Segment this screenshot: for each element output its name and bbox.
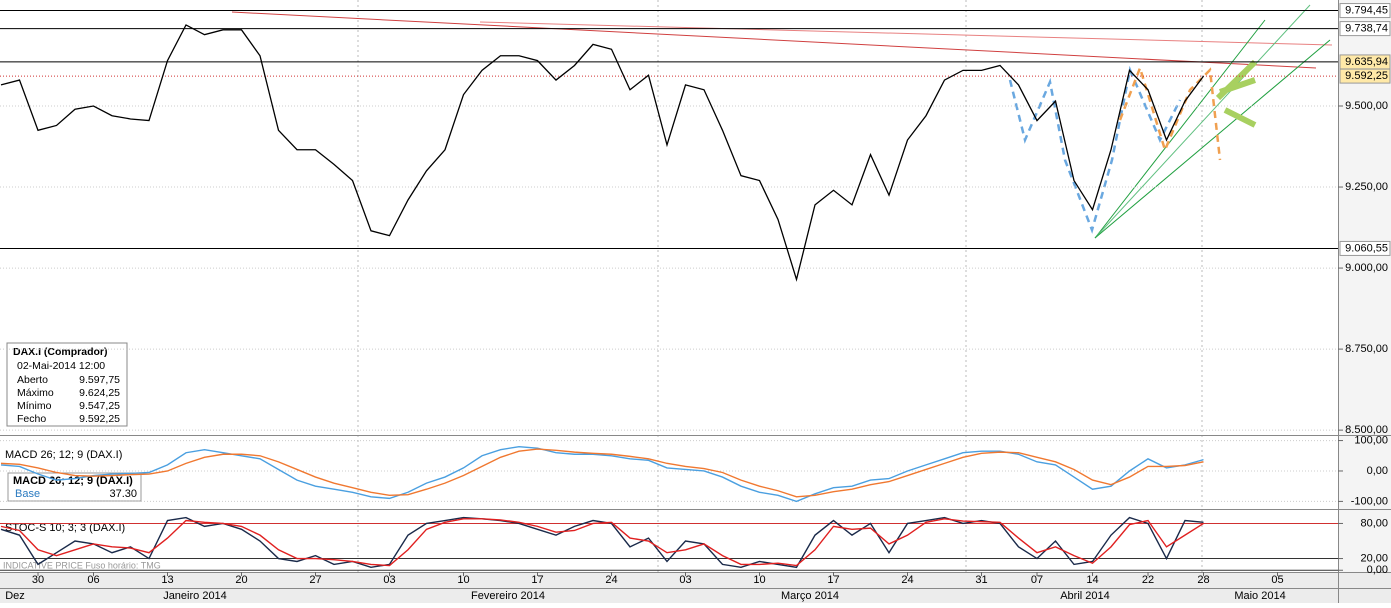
x-tick-label: 20 bbox=[235, 574, 247, 586]
info-value: 9.597,75 bbox=[79, 374, 120, 386]
x-tick-label: 03 bbox=[383, 574, 395, 586]
x-tick-label: 17 bbox=[531, 574, 543, 586]
level-label: 9.635,94 bbox=[1345, 56, 1388, 68]
info-value: 9.592,25 bbox=[79, 413, 120, 425]
y-tick-label: -100,00 bbox=[1351, 495, 1388, 507]
axis-bg bbox=[1338, 0, 1391, 572]
info-box: DAX.I (Comprador) 02-Mai-2014 12:00 Aber… bbox=[6, 342, 128, 427]
series-line bbox=[0, 448, 1204, 498]
month-dividers bbox=[357, 0, 1203, 572]
level-label: 9.060,55 bbox=[1345, 242, 1388, 254]
info-label: Máximo bbox=[17, 387, 54, 399]
month-label: Fevereiro 2014 bbox=[471, 590, 545, 602]
y-tick-label: 9.250,00 bbox=[1345, 181, 1388, 193]
level-label-box bbox=[1339, 240, 1391, 256]
macd-title: MACD 26; 12; 9 (DAX.I) bbox=[5, 449, 122, 461]
x-tick-label: 31 bbox=[975, 574, 987, 586]
macd-legend-title: MACD 26; 12; 9 (DAX.I) bbox=[13, 475, 133, 487]
level-label: 9.794,45 bbox=[1345, 4, 1388, 16]
info-title: DAX.I (Comprador) bbox=[13, 346, 108, 358]
date-axis-bg bbox=[0, 572, 1391, 603]
stoch-title: STOC-S 10; 3; 3 (DAX.I) bbox=[5, 522, 125, 534]
x-tick-label: 03 bbox=[679, 574, 691, 586]
series-line bbox=[0, 516, 1204, 569]
x-tick-label: 24 bbox=[901, 574, 913, 586]
y-tick-label: 0,00 bbox=[1367, 564, 1388, 576]
month-label: Dez bbox=[5, 590, 25, 602]
macd-legend-box bbox=[7, 472, 142, 502]
x-tick-label: 14 bbox=[1086, 574, 1098, 586]
macd-legend-name: Base bbox=[15, 488, 40, 500]
y-tick-label: 9.000,00 bbox=[1345, 262, 1388, 274]
y-tick-label: 0,00 bbox=[1367, 465, 1388, 477]
info-value: 9.624,25 bbox=[79, 387, 120, 399]
footer: INDICATIVE PRICE Fuso horário: TMG bbox=[3, 560, 161, 570]
level-label-box bbox=[1339, 3, 1391, 19]
month-label: Maio 2014 bbox=[1234, 590, 1285, 602]
level-label-box bbox=[1339, 68, 1391, 84]
macd-legend-value: 37.30 bbox=[109, 488, 137, 500]
month-label: Abril 2014 bbox=[1060, 590, 1110, 602]
x-tick-label: 10 bbox=[753, 574, 765, 586]
x-tick-label: 13 bbox=[161, 574, 173, 586]
y-tick-label: 9.500,00 bbox=[1345, 100, 1388, 112]
series-line bbox=[0, 24, 1205, 282]
x-tick-label: 07 bbox=[1031, 574, 1043, 586]
month-label: Janeiro 2014 bbox=[163, 590, 227, 602]
x-tick-label: 22 bbox=[1142, 574, 1154, 586]
y-tick-label: 80,00 bbox=[1360, 517, 1388, 529]
info-value: 9.547,25 bbox=[79, 400, 120, 412]
drawings bbox=[231, 4, 1333, 239]
x-tick-label: 24 bbox=[605, 574, 617, 586]
x-tick-label: 10 bbox=[457, 574, 469, 586]
level-label: 9.592,25 bbox=[1345, 70, 1388, 82]
x-tick-label: 28 bbox=[1197, 574, 1209, 586]
x-tick-label: 06 bbox=[87, 574, 99, 586]
x-tick-label: 05 bbox=[1271, 574, 1283, 586]
y-tick-label: 100,00 bbox=[1354, 434, 1388, 446]
level-label: 9.738,74 bbox=[1345, 23, 1388, 35]
y-tick-label: 8.750,00 bbox=[1345, 343, 1388, 355]
y-tick-label: 20,00 bbox=[1360, 552, 1388, 564]
month-label: Março 2014 bbox=[781, 590, 839, 602]
series-line bbox=[0, 518, 1204, 567]
y-tick-label: 8.500,00 bbox=[1345, 424, 1388, 436]
info-label: Fecho bbox=[17, 413, 46, 425]
info-label: Mínimo bbox=[17, 400, 52, 412]
info-label: Aberto bbox=[17, 374, 48, 386]
x-tick-label: 17 bbox=[827, 574, 839, 586]
level-label-box bbox=[1339, 21, 1391, 37]
x-tick-label: 27 bbox=[309, 574, 321, 586]
info-date: 02-Mai-2014 12:00 bbox=[17, 360, 105, 372]
x-tick-label: 30 bbox=[32, 574, 44, 586]
